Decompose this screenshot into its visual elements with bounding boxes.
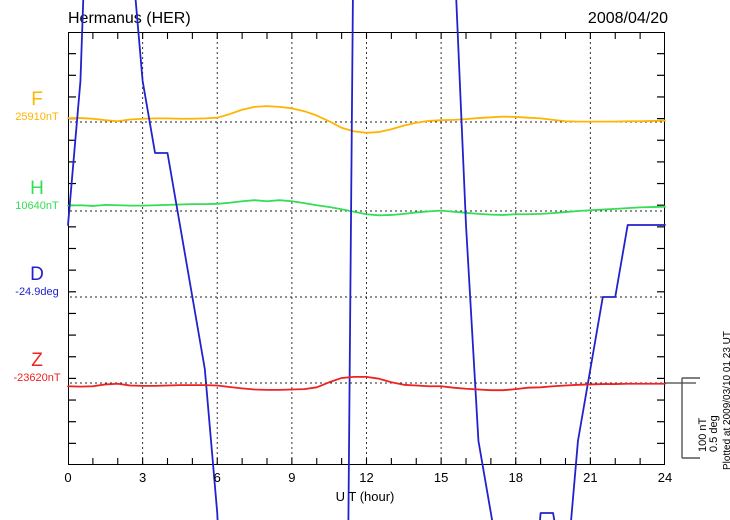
x-tick-3: 3 [139,470,147,485]
x-tick-18: 18 [508,470,523,485]
x-axis-title: U T (hour) [335,489,395,504]
x-tick-6: 6 [213,470,221,485]
component-symbol-h: H [30,178,44,199]
component-label-h: H 10640nT [8,179,66,213]
plotted-timestamp: Plotted at 2009/03/10 01 23 UT [722,331,730,470]
component-baseline-h: 10640nT [15,200,59,212]
scale-bar-deg-label: 0.5 deg [708,415,720,452]
component-symbol-z: Z [31,350,43,371]
page-title: Hermanus (HER) [68,10,191,27]
component-label-z: Z -23620nT [8,351,66,385]
component-label-f: F 25910nT [8,90,66,124]
x-tick-21: 21 [583,470,598,485]
component-baseline-z: -23620nT [13,372,61,384]
component-baseline-d: -24.9deg [15,286,59,298]
component-baseline-f: 25910nT [15,111,59,123]
observation-date: 2008/04/20 [587,10,668,27]
x-tick-24: 24 [657,470,673,485]
x-tick-12: 12 [359,470,374,485]
component-symbol-f: F [31,89,43,110]
x-tick-15: 15 [433,470,449,485]
component-label-d: D -24.9deg [8,265,66,299]
x-tick-9: 9 [288,470,296,485]
x-tick-0: 0 [64,470,72,485]
component-symbol-d: D [30,264,44,285]
